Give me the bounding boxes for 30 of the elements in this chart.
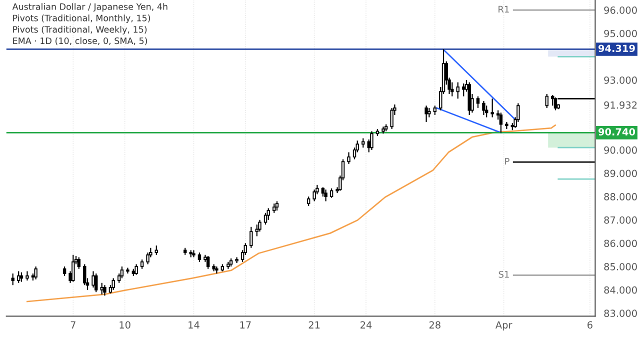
y-tick-label: 84.000 (604, 286, 637, 294)
y-tick-label: 88.000 (604, 193, 637, 200)
y-tick-label: 86.000 (604, 240, 637, 248)
y-tick-label: 89.000 (604, 170, 637, 178)
x-tick-label: Apr (495, 321, 512, 330)
y-tick-label: 93.000 (604, 76, 637, 84)
annotation: Pivots (Traditional, Weekly, 15) (13, 26, 147, 34)
y-tick-label: 87.000 (604, 216, 637, 224)
x-tick-label: 24 (360, 321, 372, 328)
y-tick-label: 91.932 (604, 101, 637, 109)
y-tick-label: 83.000 (604, 310, 637, 317)
annotation: Pivots (Traditional, Monthly, 15) (13, 14, 150, 24)
x-tick-label: 21 (308, 321, 320, 328)
x-tick-label: 14 (188, 321, 200, 328)
ref-line-label: 90.740 (598, 128, 636, 136)
x-tick-label: 6 (588, 321, 592, 329)
x-tick-label: 28 (429, 321, 440, 329)
x-tick-label: 17 (240, 321, 251, 328)
y-tick-label: 85.000 (604, 263, 637, 270)
chart-title: Australian Dollar / Japanese Yen, 4h (12, 3, 168, 12)
x-tick-label: 10 (120, 321, 130, 329)
x-tick-label: 7 (70, 321, 76, 328)
ref-line-label: 94.319 (598, 44, 635, 52)
annotation: S1 (498, 270, 509, 278)
y-tick-label: 95.000 (604, 30, 637, 38)
y-tick-label: 90.000 (604, 146, 637, 154)
annotation: EMA · 1D (10, close, 0, SMA, 5) (13, 37, 148, 46)
annotation: P (505, 158, 510, 165)
annotation: R1 (498, 6, 509, 13)
y-tick-label: 96.000 (604, 6, 637, 14)
